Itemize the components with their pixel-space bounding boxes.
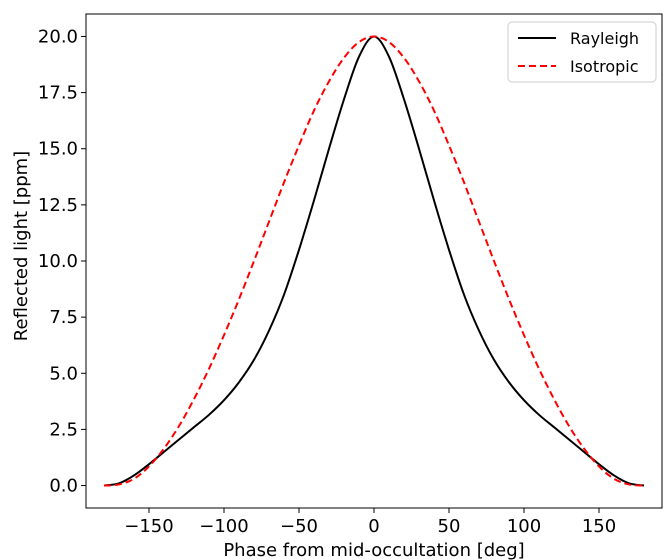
y-tick-label: 20.0 <box>38 26 78 47</box>
y-axis-title: Reflected light [ppm] <box>11 151 32 341</box>
x-tick-label: −50 <box>280 516 318 537</box>
y-tick-label: 2.5 <box>49 419 78 440</box>
legend-label-rayleigh: Rayleigh <box>570 29 639 48</box>
x-axis-ticks: −150 −100 −50 0 50 100 150 <box>124 508 616 537</box>
x-tick-label: −150 <box>124 516 173 537</box>
y-tick-label: 7.5 <box>49 307 78 328</box>
y-tick-label: 17.5 <box>38 83 78 104</box>
y-tick-label: 12.5 <box>38 195 78 216</box>
y-axis-ticks: 0.0 2.5 5.0 7.5 10.0 12.5 15.0 17.5 20.0 <box>38 26 86 496</box>
y-tick-label: 0.0 <box>49 476 78 497</box>
x-tick-label: 150 <box>582 516 616 537</box>
y-tick-label: 10.0 <box>38 251 78 272</box>
x-tick-label: 50 <box>438 516 461 537</box>
x-tick-label: 0 <box>368 516 379 537</box>
legend: Rayleigh Isotropic <box>508 22 656 82</box>
x-tick-label: 100 <box>507 516 541 537</box>
y-tick-label: 15.0 <box>38 139 78 160</box>
plot-area <box>86 14 662 508</box>
legend-label-isotropic: Isotropic <box>570 57 639 76</box>
y-tick-label: 5.0 <box>49 363 78 384</box>
x-tick-label: −100 <box>199 516 248 537</box>
x-axis-title: Phase from mid-occultation [deg] <box>223 540 524 560</box>
